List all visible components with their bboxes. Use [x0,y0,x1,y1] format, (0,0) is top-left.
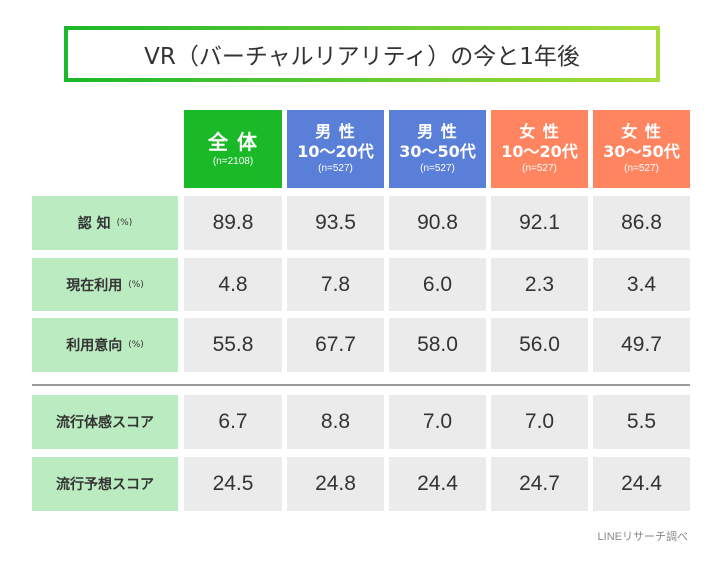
source-note: LINEリサーチ調べ [597,531,688,543]
value-cell: 56.0 [491,318,588,372]
value-cell: 4.8 [184,258,282,311]
column-sample-size: (n=527) [420,163,455,174]
value-cell: 6.7 [184,395,282,449]
row-label: 流行予想スコア [32,457,178,511]
value-cell: 93.5 [287,196,384,250]
divider [32,384,690,386]
column-age: 30〜50代 [399,142,476,161]
row-label: 認 知 (%) [32,196,178,250]
column-age: 10〜20代 [501,142,578,161]
value-cell: 49.7 [593,318,690,372]
row-label-text: 利用意向 [66,338,123,354]
column-sample-size: (n=527) [624,163,659,174]
value-cell: 55.8 [184,318,282,372]
value-cell: 24.5 [184,457,282,511]
row-label-text: 流行予想スコア [56,477,154,493]
value-cell: 7.0 [491,395,588,449]
row-unit: (%) [128,279,144,290]
column-age: 10〜20代 [297,142,374,161]
value-cell: 7.0 [389,395,486,449]
row-unit: (%) [116,218,133,228]
value-cell: 24.4 [389,457,486,511]
column-header: 全 体 (n=2108) [184,110,282,188]
row-label-text: 流行体感スコア [56,415,154,431]
column-group: 男 性 [315,122,356,141]
value-cell: 7.8 [287,258,384,311]
value-cell: 5.5 [593,395,690,449]
column-header: 女 性 30〜50代 (n=527) [593,110,690,188]
row-label: 現在利用 (%) [32,258,178,311]
column-header: 男 性 10〜20代 (n=527) [287,110,384,188]
value-cell: 6.0 [389,258,486,311]
column-group: 女 性 [621,122,662,141]
value-cell: 24.7 [491,457,588,511]
value-cell: 3.4 [593,258,690,311]
column-group: 女 性 [519,122,560,141]
value-cell: 67.7 [287,318,384,372]
value-cell: 58.0 [389,318,486,372]
column-sample-size: (n=527) [522,163,557,174]
column-group: 男 性 [417,122,458,141]
row-label: 利用意向 (%) [32,318,178,372]
value-cell: 2.3 [491,258,588,311]
page-title: VR（バーチャルリアリティ）の今と1年後 [64,26,660,82]
value-cell: 24.4 [593,457,690,511]
column-age: 30〜50代 [603,142,680,161]
value-cell: 90.8 [389,196,486,250]
row-unit: (%) [128,340,144,350]
column-sample-size: (n=527) [318,163,353,174]
value-cell: 24.8 [287,457,384,511]
value-cell: 86.8 [593,196,690,250]
value-cell: 89.8 [184,196,282,250]
column-group: 全 体 [208,130,258,154]
row-label-text: 現在利用 [66,277,123,294]
value-cell: 8.8 [287,395,384,449]
column-sample-size: (n=2108) [212,156,254,167]
row-label: 流行体感スコア [32,395,178,449]
column-header: 男 性 30〜50代 (n=527) [389,110,486,188]
value-cell: 92.1 [491,196,588,250]
column-header: 女 性 10〜20代 (n=527) [491,110,588,188]
row-label-text: 認 知 [77,216,111,232]
